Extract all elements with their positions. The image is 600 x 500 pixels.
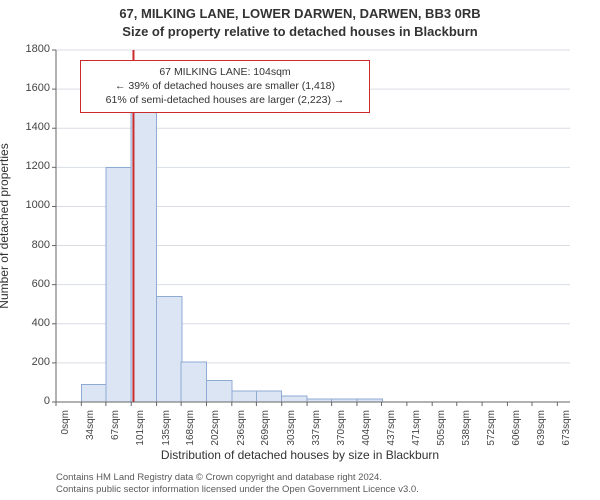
chart-title-line2: Size of property relative to detached ho… bbox=[0, 24, 600, 39]
x-tick-label: 673sqm bbox=[561, 410, 572, 450]
x-tick-label: 236sqm bbox=[236, 410, 247, 450]
y-tick-label: 0 bbox=[10, 395, 50, 407]
x-tick-label: 572sqm bbox=[486, 410, 497, 450]
x-axis-label: Distribution of detached houses by size … bbox=[0, 448, 600, 462]
x-tick-label: 370sqm bbox=[336, 410, 347, 450]
footer-attribution: Contains HM Land Registry data © Crown c… bbox=[56, 472, 419, 496]
x-tick-label: 471sqm bbox=[411, 410, 422, 450]
x-tick-label: 303sqm bbox=[286, 410, 297, 450]
annotation-line3: 61% of semi-detached houses are larger (… bbox=[89, 93, 361, 107]
histogram-bar bbox=[282, 396, 307, 402]
histogram-bar bbox=[181, 362, 206, 402]
footer-line2: Contains public sector information licen… bbox=[56, 484, 419, 496]
x-tick-label: 606sqm bbox=[511, 410, 522, 450]
histogram-bar bbox=[106, 167, 131, 402]
x-tick-label: 67sqm bbox=[110, 410, 121, 450]
y-tick-label: 200 bbox=[10, 356, 50, 368]
x-tick-label: 269sqm bbox=[260, 410, 271, 450]
x-tick-label: 505sqm bbox=[436, 410, 447, 450]
histogram-bar bbox=[256, 391, 281, 402]
y-tick-label: 1600 bbox=[10, 82, 50, 94]
x-tick-label: 337sqm bbox=[311, 410, 322, 450]
y-tick-label: 1400 bbox=[10, 121, 50, 133]
y-tick-label: 1200 bbox=[10, 160, 50, 172]
footer-line1: Contains HM Land Registry data © Crown c… bbox=[56, 472, 419, 484]
histogram-bar bbox=[81, 384, 106, 402]
y-tick-label: 600 bbox=[10, 278, 50, 290]
y-tick-label: 1800 bbox=[10, 43, 50, 55]
x-tick-label: 538sqm bbox=[461, 410, 472, 450]
x-tick-label: 404sqm bbox=[361, 410, 372, 450]
y-tick-label: 800 bbox=[10, 239, 50, 251]
annotation-box: 67 MILKING LANE: 104sqm ← 39% of detache… bbox=[80, 60, 370, 113]
annotation-line1: 67 MILKING LANE: 104sqm bbox=[89, 65, 361, 79]
x-tick-label: 202sqm bbox=[210, 410, 221, 450]
y-tick-label: 1000 bbox=[10, 199, 50, 211]
annotation-line2: ← 39% of detached houses are smaller (1,… bbox=[89, 79, 361, 93]
x-tick-label: 639sqm bbox=[536, 410, 547, 450]
chart-container: 67, MILKING LANE, LOWER DARWEN, DARWEN, … bbox=[0, 0, 600, 500]
x-tick-label: 168sqm bbox=[185, 410, 196, 450]
histogram-bar bbox=[157, 296, 182, 402]
histogram-bar bbox=[232, 391, 257, 402]
x-tick-label: 34sqm bbox=[85, 410, 96, 450]
x-tick-label: 101sqm bbox=[135, 410, 146, 450]
y-tick-label: 400 bbox=[10, 317, 50, 329]
chart-title-line1: 67, MILKING LANE, LOWER DARWEN, DARWEN, … bbox=[0, 6, 600, 21]
x-tick-label: 135sqm bbox=[161, 410, 172, 450]
histogram-bar bbox=[131, 111, 156, 402]
x-tick-label: 0sqm bbox=[60, 410, 71, 450]
histogram-bar bbox=[206, 380, 231, 402]
x-tick-label: 437sqm bbox=[386, 410, 397, 450]
